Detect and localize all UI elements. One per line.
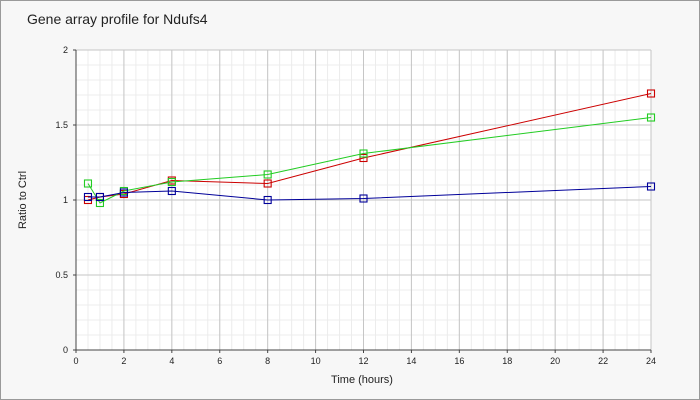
- data-point-marker: [263, 195, 272, 205]
- data-point-marker: [263, 179, 272, 188]
- data-point-marker: [95, 198, 105, 208]
- x-tick-label: 10: [311, 356, 321, 366]
- data-point-marker: [167, 177, 176, 187]
- series-line: [88, 186, 652, 201]
- x-tick-label: 16: [454, 356, 464, 366]
- data-point-marker: [646, 113, 656, 122]
- y-tick-label: 2: [63, 45, 68, 55]
- x-tick-label: 4: [169, 356, 174, 366]
- y-axis-label: Ratio to Ctrl: [17, 171, 29, 229]
- x-tick-label: 18: [502, 356, 512, 366]
- x-axis-ticks: 0 2 4 6 8 10 12 14 16 18 20 22 24: [73, 350, 656, 366]
- x-axis-label: Time (hours): [331, 374, 393, 386]
- x-tick-label: 14: [406, 356, 416, 366]
- y-tick-label: 0: [63, 345, 68, 355]
- x-tick-label: 20: [550, 356, 560, 366]
- data-point-marker: [359, 153, 368, 163]
- x-tick-label: 24: [646, 356, 656, 366]
- data-point-marker: [83, 179, 93, 188]
- data-point-marker: [263, 170, 272, 179]
- series-group: [83, 89, 656, 208]
- data-point-marker: [119, 188, 128, 197]
- data-point-marker: [167, 186, 176, 196]
- x-tick-label: 0: [73, 356, 78, 366]
- x-tick-label: 6: [217, 356, 222, 366]
- data-point-marker: [359, 149, 368, 158]
- data-point-marker: [359, 194, 368, 203]
- y-tick-label: 0.5: [55, 270, 68, 280]
- series-2: [83, 113, 656, 208]
- y-tick-label: 1.5: [55, 120, 68, 130]
- series-3: [83, 182, 656, 205]
- series-line: [87, 117, 652, 204]
- chart-title: Gene array profile for Ndufs4: [27, 11, 208, 27]
- data-point-marker: [83, 192, 93, 202]
- data-point-marker: [646, 182, 656, 191]
- x-tick-label: 12: [358, 356, 368, 366]
- x-tick-label: 8: [265, 356, 270, 366]
- x-tick-label: 22: [598, 356, 608, 366]
- y-tick-label: 1: [63, 195, 68, 205]
- x-tick-label: 2: [121, 356, 126, 366]
- y-axis-ticks: 0 0.5 1 1.5 2: [55, 45, 76, 355]
- data-point-marker: [646, 89, 656, 98]
- data-point-marker: [95, 192, 105, 202]
